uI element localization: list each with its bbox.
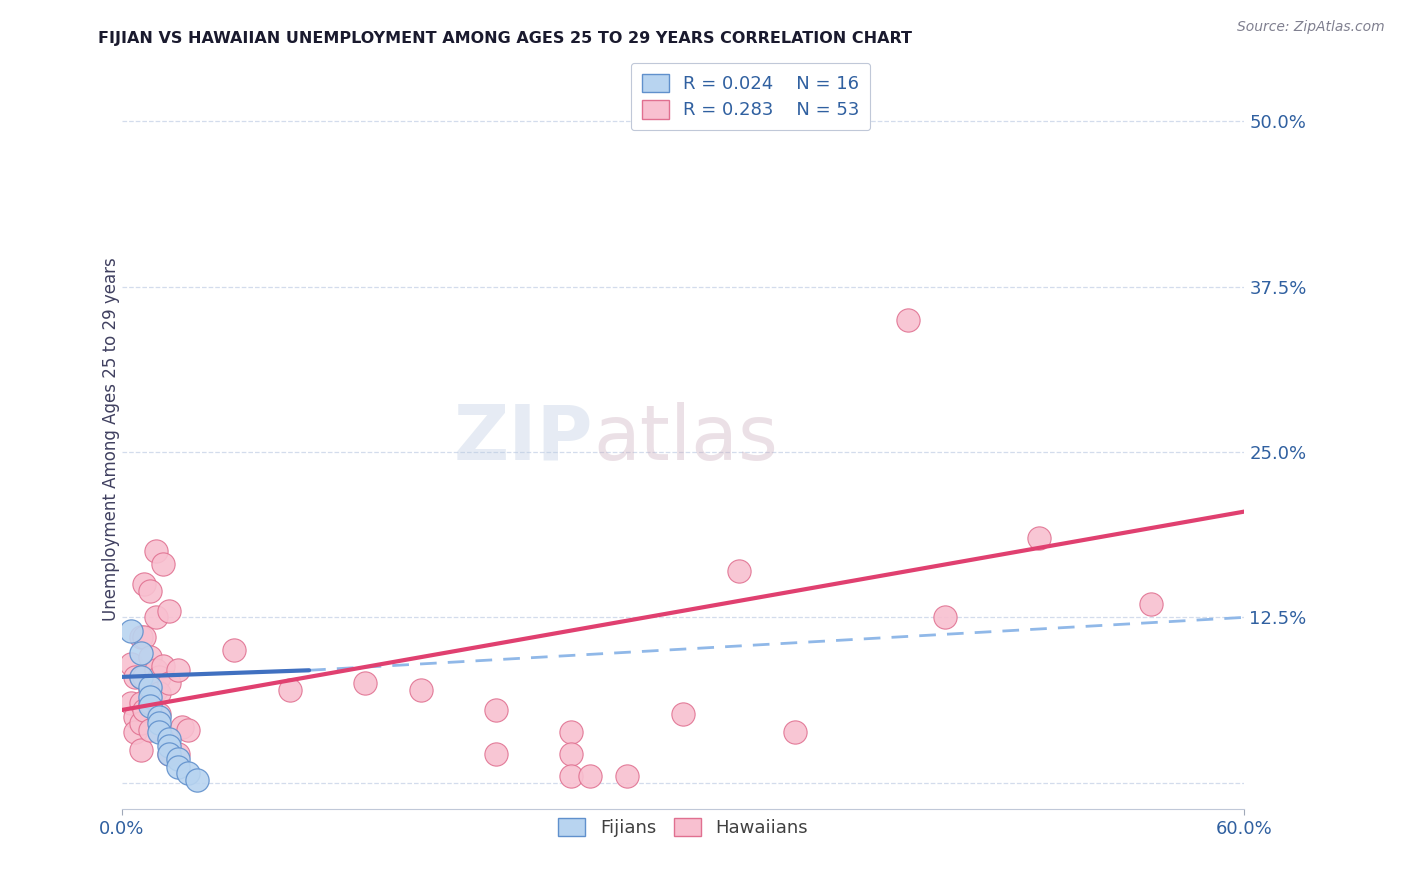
Point: [934, 610, 956, 624]
Text: ZIP: ZIP: [454, 401, 593, 475]
Point: [176, 766, 198, 780]
Point: [672, 706, 695, 721]
Point: [139, 696, 162, 710]
Point: [167, 747, 190, 761]
Point: [354, 676, 377, 690]
Point: [120, 624, 142, 638]
Text: atlas: atlas: [593, 401, 779, 475]
Point: [176, 723, 198, 737]
Point: [120, 696, 142, 710]
Point: [1140, 597, 1163, 611]
Y-axis label: Unemployment Among Ages 25 to 29 years: Unemployment Among Ages 25 to 29 years: [103, 257, 120, 621]
Point: [134, 670, 156, 684]
Point: [129, 716, 152, 731]
Point: [157, 747, 180, 761]
Point: [157, 732, 180, 747]
Point: [129, 670, 152, 684]
Point: [120, 657, 142, 671]
Point: [139, 650, 162, 665]
Point: [157, 747, 180, 761]
Point: [186, 772, 208, 787]
Point: [152, 659, 174, 673]
Point: [578, 769, 600, 783]
Point: [124, 725, 146, 739]
Point: [616, 769, 638, 783]
Point: [145, 683, 167, 698]
Point: [280, 683, 302, 698]
Point: [139, 698, 162, 713]
Point: [139, 690, 162, 704]
Point: [167, 663, 190, 677]
Point: [139, 683, 162, 698]
Point: [129, 630, 152, 644]
Point: [560, 725, 582, 739]
Point: [167, 752, 190, 766]
Legend: Fijians, Hawaiians: Fijians, Hawaiians: [551, 811, 815, 845]
Point: [148, 725, 170, 739]
Point: [157, 604, 180, 618]
Point: [139, 723, 162, 737]
Point: [560, 769, 582, 783]
Point: [148, 706, 170, 721]
Point: [145, 610, 167, 624]
Point: [1028, 531, 1050, 545]
Point: [785, 725, 807, 739]
Point: [134, 630, 156, 644]
Point: [145, 544, 167, 558]
Point: [157, 676, 180, 690]
Point: [139, 681, 162, 695]
Point: [485, 703, 508, 717]
Point: [560, 747, 582, 761]
Point: [129, 742, 152, 756]
Point: [157, 739, 180, 753]
Point: [134, 577, 156, 591]
Point: [148, 686, 170, 700]
Point: [148, 716, 170, 731]
Point: [728, 564, 751, 578]
Point: [129, 670, 152, 684]
Point: [124, 709, 146, 723]
Point: [485, 747, 508, 761]
Point: [224, 643, 246, 657]
Point: [134, 703, 156, 717]
Point: [145, 663, 167, 677]
Point: [148, 670, 170, 684]
Point: [129, 696, 152, 710]
Point: [167, 760, 190, 774]
Point: [152, 558, 174, 572]
Point: [170, 720, 193, 734]
Point: [124, 670, 146, 684]
Point: [411, 683, 433, 698]
Point: [129, 646, 152, 660]
Text: Source: ZipAtlas.com: Source: ZipAtlas.com: [1237, 20, 1385, 34]
Point: [148, 709, 170, 723]
Text: FIJIAN VS HAWAIIAN UNEMPLOYMENT AMONG AGES 25 TO 29 YEARS CORRELATION CHART: FIJIAN VS HAWAIIAN UNEMPLOYMENT AMONG AG…: [98, 31, 912, 46]
Point: [897, 313, 920, 327]
Point: [139, 583, 162, 598]
